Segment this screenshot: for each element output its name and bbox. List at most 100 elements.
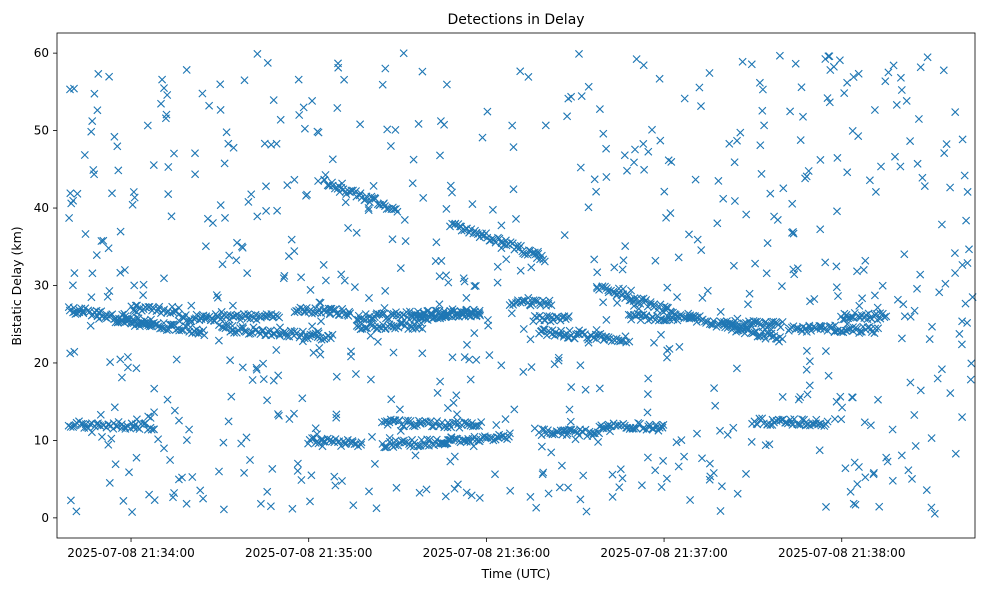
detection-point xyxy=(464,434,473,443)
detection-point xyxy=(227,392,236,401)
detection-point xyxy=(163,395,172,404)
detection-point xyxy=(217,307,226,316)
detection-point xyxy=(334,59,342,68)
detection-point xyxy=(493,262,502,271)
detection-point xyxy=(604,286,613,295)
detection-point xyxy=(292,329,301,337)
detection-point xyxy=(756,141,765,150)
detection-point xyxy=(793,264,802,273)
detection-point xyxy=(880,313,889,322)
detection-point xyxy=(853,480,862,489)
detection-point xyxy=(646,298,655,307)
detection-point xyxy=(869,470,878,479)
x-axis: 2025-07-08 21:34:00 2025-07-08 21:35:00 20… xyxy=(67,538,905,560)
detection-point xyxy=(125,468,133,477)
detection-point xyxy=(781,418,790,427)
detection-point xyxy=(958,413,967,422)
detection-point xyxy=(470,282,479,291)
detection-point xyxy=(584,82,593,91)
detection-point xyxy=(459,274,468,283)
detection-point xyxy=(832,283,841,292)
detection-point xyxy=(623,166,631,175)
detection-point xyxy=(275,313,284,322)
detection-point xyxy=(790,270,799,279)
detection-point xyxy=(581,425,590,434)
detection-point xyxy=(848,393,856,402)
detection-point xyxy=(608,470,617,479)
detection-point xyxy=(364,204,373,212)
y-axis: 0 10 20 30 40 50 60 xyxy=(34,46,57,525)
detection-point xyxy=(960,171,969,180)
detection-point xyxy=(854,69,863,78)
detection-point xyxy=(644,374,653,383)
detection-point xyxy=(620,151,629,160)
x-tick-label: 2025-07-08 21:36:00 xyxy=(423,546,550,560)
detection-point xyxy=(301,308,309,317)
detection-point xyxy=(884,68,893,77)
detection-point xyxy=(546,317,555,326)
detection-point xyxy=(252,365,261,374)
detection-point xyxy=(464,421,472,429)
detection-point xyxy=(519,325,528,333)
detection-point xyxy=(80,151,89,159)
detection-point xyxy=(196,486,205,495)
detection-point xyxy=(569,426,578,435)
detection-point xyxy=(263,487,272,496)
detection-point xyxy=(584,338,593,347)
detection-point xyxy=(730,158,739,167)
detection-point xyxy=(105,478,114,487)
detection-point xyxy=(288,504,297,513)
detection-point xyxy=(616,465,625,474)
detection-point xyxy=(246,329,255,338)
detection-point xyxy=(253,49,262,58)
detection-point xyxy=(594,437,603,446)
detection-point xyxy=(705,475,714,484)
detection-point xyxy=(640,165,649,174)
detection-point xyxy=(497,361,506,370)
detection-point xyxy=(583,333,592,342)
detection-point xyxy=(446,181,455,190)
detection-point xyxy=(292,306,301,315)
detection-point xyxy=(274,371,283,380)
detection-point xyxy=(287,327,296,336)
detection-point xyxy=(415,488,424,497)
detection-point xyxy=(833,207,841,216)
detection-point xyxy=(451,219,460,228)
detection-point xyxy=(351,370,360,378)
x-tick-label: 2025-07-08 21:34:00 xyxy=(67,546,194,560)
detection-point xyxy=(332,372,341,381)
detection-point xyxy=(779,184,788,193)
detection-point xyxy=(157,99,165,108)
detection-point xyxy=(130,193,139,202)
detection-point xyxy=(761,441,770,450)
detection-point xyxy=(178,473,186,482)
detection-point xyxy=(449,418,457,427)
detection-point xyxy=(714,176,723,185)
detection-point xyxy=(873,303,882,312)
detection-point xyxy=(751,259,760,268)
detection-point xyxy=(443,404,452,412)
detection-point xyxy=(824,52,833,61)
detection-point xyxy=(716,507,725,515)
detection-point xyxy=(366,331,375,340)
detection-point xyxy=(562,426,571,435)
detection-point xyxy=(742,469,750,478)
detection-point xyxy=(788,199,797,208)
detection-point xyxy=(849,73,858,81)
detection-point xyxy=(801,174,810,183)
detection-point xyxy=(930,509,939,518)
detection-point xyxy=(71,310,80,318)
detection-point xyxy=(755,78,764,87)
detection-point xyxy=(634,304,643,313)
detection-point xyxy=(662,213,671,222)
detection-point xyxy=(313,430,322,439)
detection-point xyxy=(330,184,339,193)
detection-point xyxy=(349,501,358,510)
detection-point xyxy=(433,388,442,397)
detection-point xyxy=(567,383,576,392)
detection-point xyxy=(815,446,824,455)
detection-point xyxy=(290,327,299,336)
detection-point xyxy=(66,189,75,198)
detection-point xyxy=(450,435,459,443)
